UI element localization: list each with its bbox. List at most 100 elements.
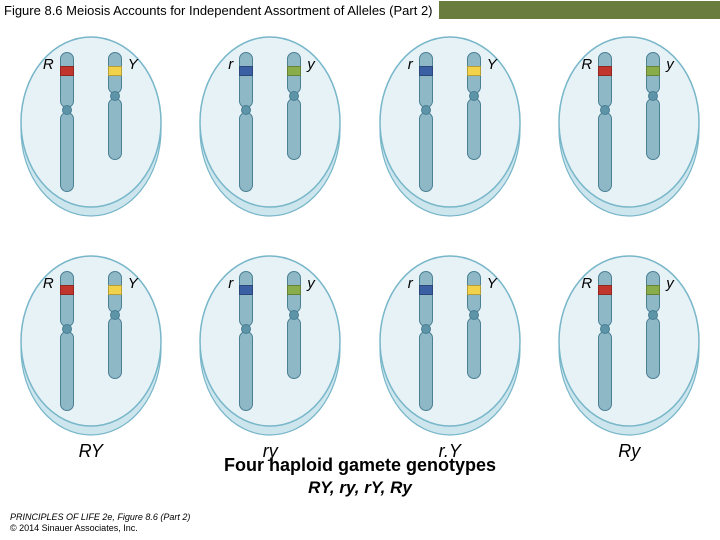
chrom-pair: r Y xyxy=(375,271,525,415)
chromosome-left: r xyxy=(235,52,257,196)
allele-band-y xyxy=(646,66,660,76)
allele-band-r xyxy=(419,285,433,295)
chrom-arm-top xyxy=(239,271,253,327)
allele-label-Y: Y xyxy=(128,56,138,73)
credit: PRINCIPLES OF LIFE 2e, Figure 8.6 (Part … xyxy=(10,512,190,534)
chrom-pair: R Y xyxy=(16,52,166,196)
credit-line1: PRINCIPLES OF LIFE 2e, Figure 8.6 (Part … xyxy=(10,512,190,523)
chromosome-right: Y xyxy=(104,271,126,383)
allele-label-R: R xyxy=(43,56,54,73)
chrom-pair: R y xyxy=(554,52,704,196)
chromosome-right: Y xyxy=(463,271,485,383)
cell-body: R Y xyxy=(16,249,166,439)
chromosome-left: R xyxy=(56,52,78,196)
allele-label-y: y xyxy=(307,56,315,73)
centromere xyxy=(110,310,120,320)
cell-body: R y xyxy=(554,30,704,220)
chrom-arm-bot xyxy=(239,112,253,192)
cell-body: R Y xyxy=(16,30,166,220)
gamete-cell: r y ry xyxy=(190,249,352,462)
gamete-cell: r Y xyxy=(369,30,531,243)
chrom-pair: r Y xyxy=(375,52,525,196)
chrom-arm-bot xyxy=(598,112,612,192)
caption-line1: Four haploid gamete genotypes xyxy=(0,455,720,476)
chrom-arm-top xyxy=(239,52,253,108)
centromere xyxy=(421,324,431,334)
allele-label-Y: Y xyxy=(487,275,497,292)
allele-label-r: r xyxy=(408,56,413,73)
chrom-pair: R Y xyxy=(16,271,166,415)
allele-band-R xyxy=(598,66,612,76)
allele-label-r: r xyxy=(228,56,233,73)
chrom-arm-bot xyxy=(419,112,433,192)
gamete-cell: R Y RY xyxy=(10,249,172,462)
cell-grid: R Y r y xyxy=(10,30,710,462)
allele-band-R xyxy=(598,285,612,295)
chrom-arm-bot xyxy=(60,112,74,192)
centromere xyxy=(469,310,479,320)
chrom-arm-bot xyxy=(239,331,253,411)
chrom-arm-bot xyxy=(287,317,301,379)
chrom-arm-top xyxy=(60,271,74,327)
allele-band-y xyxy=(646,285,660,295)
chromosome-left: r xyxy=(415,271,437,415)
chromosome-right: y xyxy=(283,52,305,164)
chromosome-left: R xyxy=(594,52,616,196)
allele-label-R: R xyxy=(581,56,592,73)
chrom-pair: r y xyxy=(195,52,345,196)
chromosome-right: y xyxy=(283,271,305,383)
allele-label-y: y xyxy=(307,275,315,292)
allele-label-y: y xyxy=(666,275,674,292)
allele-band-r xyxy=(419,66,433,76)
chrom-pair: r y xyxy=(195,271,345,415)
allele-band-r xyxy=(239,66,253,76)
credit-line2: © 2014 Sinauer Associates, Inc. xyxy=(10,523,190,534)
chrom-arm-bot xyxy=(108,317,122,379)
chromosome-left: r xyxy=(235,271,257,415)
title-bar: Figure 8.6 Meiosis Accounts for Independ… xyxy=(0,0,720,20)
chrom-arm-bot xyxy=(467,317,481,379)
allele-band-Y xyxy=(108,285,122,295)
chrom-arm-bot xyxy=(598,331,612,411)
chromosome-right: Y xyxy=(104,52,126,164)
allele-band-y xyxy=(287,66,301,76)
caption-line2: RY, ry, rY, Ry xyxy=(0,478,720,498)
gamete-cell: R y Ry xyxy=(549,249,711,462)
centromere xyxy=(421,105,431,115)
gamete-cell: R y xyxy=(549,30,711,243)
centromere xyxy=(110,91,120,101)
cell-body: R y xyxy=(554,249,704,439)
gamete-cell: r Y r.Y xyxy=(369,249,531,462)
figure-title: Figure 8.6 Meiosis Accounts for Independ… xyxy=(0,3,433,18)
chrom-arm-bot xyxy=(419,331,433,411)
chrom-arm-bot xyxy=(108,98,122,160)
gamete-cell: r y xyxy=(190,30,352,243)
chrom-arm-bot xyxy=(287,98,301,160)
chromosome-left: R xyxy=(56,271,78,415)
chrom-arm-bot xyxy=(467,98,481,160)
chrom-arm-top xyxy=(60,52,74,108)
cell-body: r y xyxy=(195,249,345,439)
chromosome-left: R xyxy=(594,271,616,415)
chromosome-right: Y xyxy=(463,52,485,164)
allele-band-R xyxy=(60,285,74,295)
allele-label-R: R xyxy=(581,275,592,292)
allele-label-y: y xyxy=(666,56,674,73)
chrom-pair: R y xyxy=(554,271,704,415)
chrom-arm-bot xyxy=(646,98,660,160)
chrom-arm-top xyxy=(419,271,433,327)
cell-body: r Y xyxy=(375,30,525,220)
centromere xyxy=(469,91,479,101)
allele-label-R: R xyxy=(43,275,54,292)
cell-body: r Y xyxy=(375,249,525,439)
cell-body: r y xyxy=(195,30,345,220)
allele-band-y xyxy=(287,285,301,295)
allele-band-Y xyxy=(467,66,481,76)
allele-band-Y xyxy=(467,285,481,295)
chromosome-left: r xyxy=(415,52,437,196)
title-bar-fill xyxy=(439,1,720,19)
chrom-arm-top xyxy=(419,52,433,108)
allele-band-R xyxy=(60,66,74,76)
chrom-arm-bot xyxy=(646,317,660,379)
allele-label-Y: Y xyxy=(487,56,497,73)
